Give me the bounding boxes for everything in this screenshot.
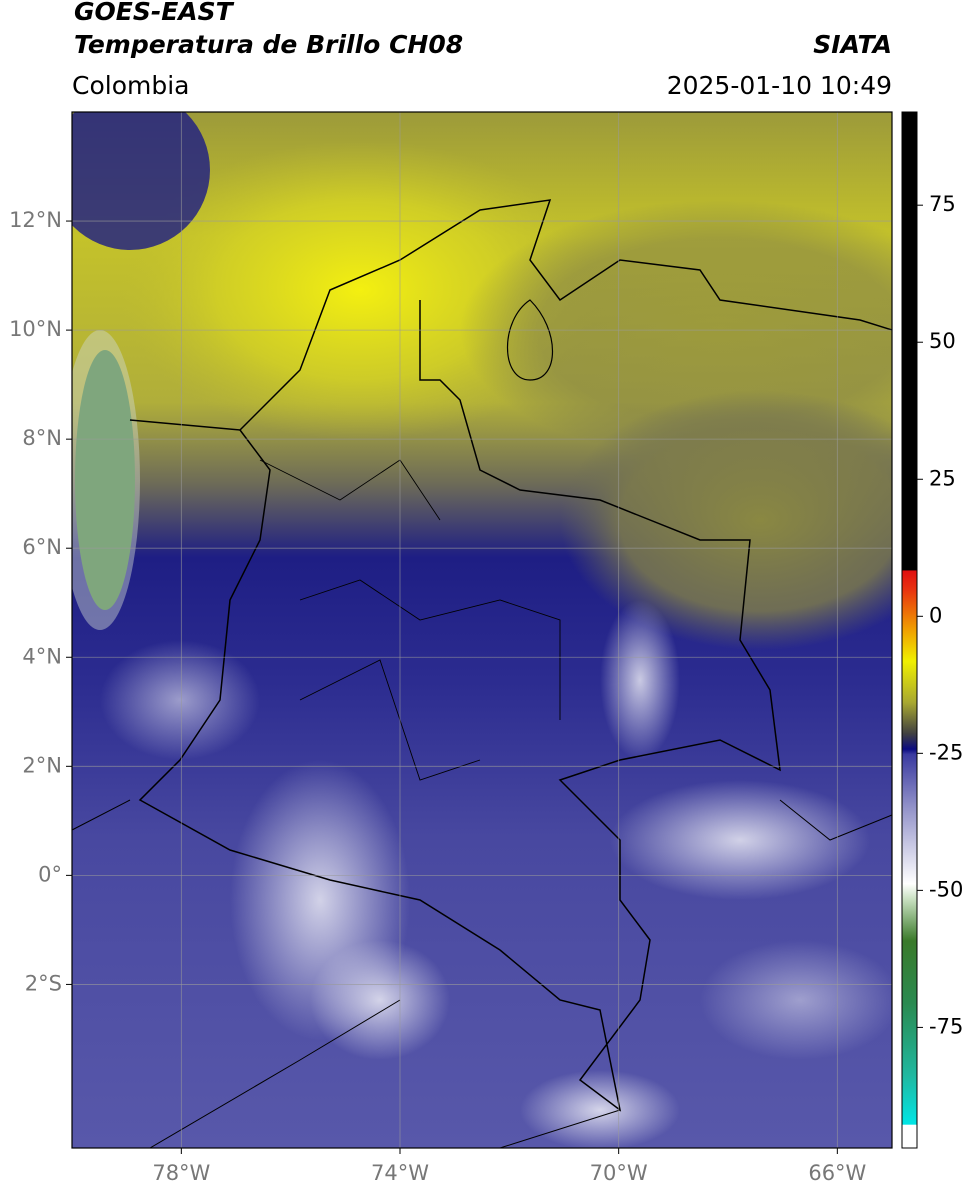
y-tick-label: 0° bbox=[38, 862, 62, 886]
map-frame bbox=[71, 111, 893, 1149]
x-tick-label: 78°W bbox=[152, 1161, 210, 1185]
y-tick-label: 8°N bbox=[22, 426, 62, 450]
y-tick-label: 2°N bbox=[22, 753, 62, 777]
subtitle: Temperatura de Brillo CH08 bbox=[74, 30, 463, 59]
colorbar-tick-label: -25 bbox=[929, 740, 963, 764]
timestamp: 2025-01-10 10:49 bbox=[667, 71, 892, 100]
colorbar-tick-label: 75 bbox=[929, 192, 956, 216]
y-tick-label: 6°N bbox=[22, 535, 62, 559]
region: Colombia bbox=[72, 71, 189, 100]
x-tick-label: 70°W bbox=[590, 1161, 648, 1185]
colorbar bbox=[901, 111, 918, 1149]
y-tick-label: 2°S bbox=[25, 971, 62, 995]
y-tick-label: 10°N bbox=[9, 317, 62, 341]
graticule bbox=[72, 112, 892, 1148]
colorbar-tick-label: -50 bbox=[929, 877, 963, 901]
imagery bbox=[72, 112, 892, 1148]
colorbar-tick-label: -75 bbox=[929, 1014, 963, 1038]
title: GOES-EAST bbox=[74, 0, 235, 26]
y-tick-label: 4°N bbox=[22, 644, 62, 668]
x-tick-label: 66°W bbox=[808, 1161, 866, 1185]
x-tick-label: 74°W bbox=[371, 1161, 429, 1185]
colorbar-tick-label: 50 bbox=[929, 329, 956, 353]
source: SIATA bbox=[813, 30, 892, 59]
colorbar-tick-label: 0 bbox=[929, 603, 942, 627]
y-tick-label: 12°N bbox=[9, 208, 62, 232]
colorbar-tick-label: 25 bbox=[929, 466, 956, 490]
